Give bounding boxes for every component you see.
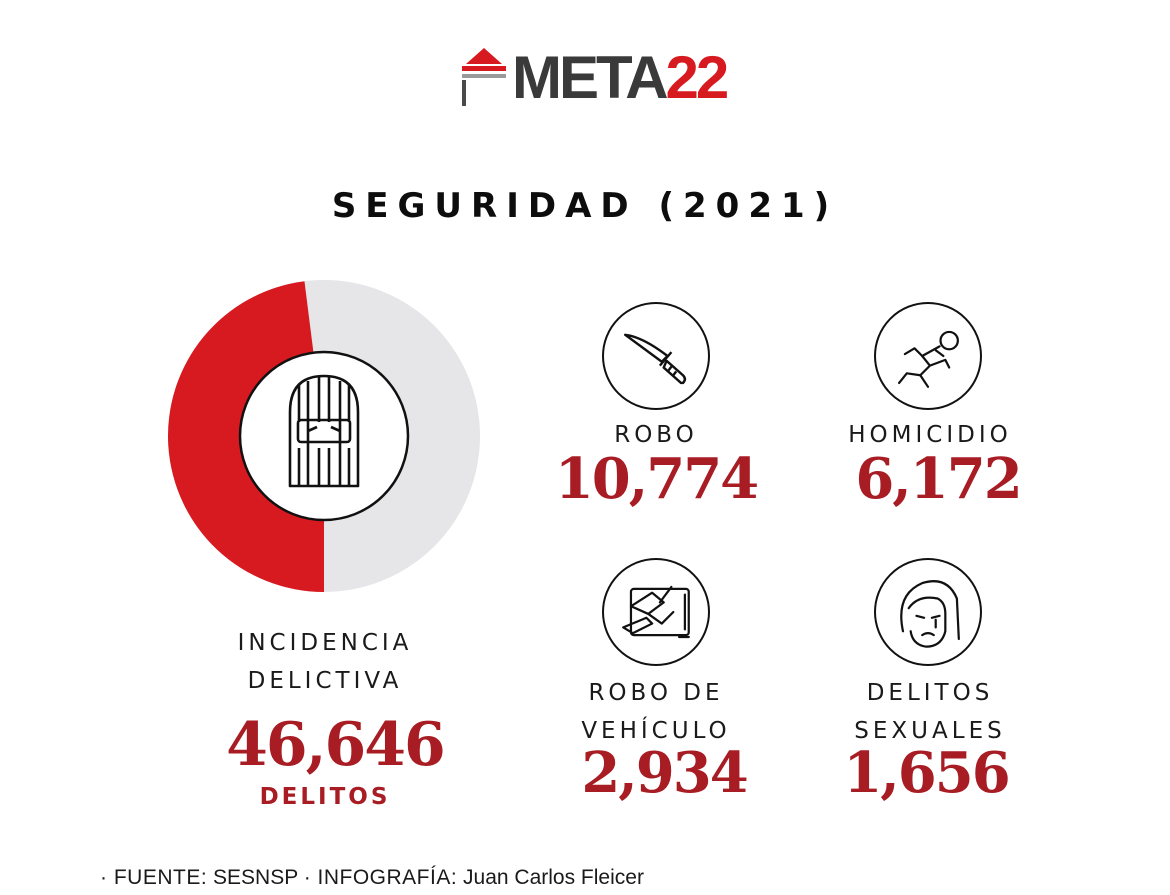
logo-wordmark: META22	[512, 48, 729, 108]
body-outline-icon	[898, 330, 959, 388]
total-unit: DELITOS	[259, 784, 391, 810]
car-theft-icon	[622, 585, 690, 639]
donut-center-circle	[238, 350, 410, 522]
footer-credits: · FUENTE: SESNSP · INFOGRAFÍA: Juan Carl…	[100, 866, 644, 890]
total-value: 46,646	[226, 710, 446, 780]
homicidio-value: 6,172	[855, 446, 1022, 512]
total-label-line2: DELICTIVA	[247, 668, 403, 694]
total-label-line1: INCIDENCIA	[237, 630, 413, 656]
prisoner-behind-bars-icon	[288, 374, 360, 488]
ballot-box-logo-icon	[462, 48, 506, 106]
total-label: INCIDENCIA DELICTIVA	[180, 624, 470, 700]
knife-icon	[623, 333, 687, 385]
delitos-sexuales-label-line2: SEXUALES	[854, 718, 1006, 744]
delitos-sexuales-value: 1,656	[843, 740, 1010, 806]
page-title: SEGURIDAD (2021)	[331, 186, 839, 226]
delitos-sexuales-label: DELITOS SEXUALES	[820, 674, 1040, 750]
meta22-logo: META22	[462, 40, 729, 120]
footer-credit-value: Juan Carlos Fleicer	[463, 866, 644, 889]
robo-icon-circle	[602, 302, 710, 410]
footer-source-value: SESNSP	[213, 866, 298, 889]
robo-vehiculo-value: 2,934	[581, 740, 748, 806]
footer-source-key: · FUENTE:	[100, 866, 208, 889]
footer-credit-key: · INFOGRAFÍA:	[303, 866, 458, 889]
delitos-sexuales-icon-circle	[874, 558, 982, 666]
delitos-sexuales-label-line1: DELITOS	[866, 680, 994, 706]
logo-text-accent: 22	[665, 44, 730, 111]
robo-label-line1: ROBO	[614, 422, 698, 448]
robo-label: ROBO	[560, 416, 752, 454]
robo-vehiculo-label-line1: ROBO DE	[588, 680, 724, 706]
incidence-donut-chart	[168, 280, 480, 592]
homicidio-label: HOMICIDIO	[820, 416, 1040, 454]
robo-value: 10,774	[554, 446, 759, 512]
logo-text-main: META	[512, 44, 669, 111]
robo-vehiculo-icon-circle	[602, 558, 710, 666]
homicidio-label-line1: HOMICIDIO	[848, 422, 1012, 448]
robo-vehiculo-label: ROBO DE VEHÍCULO	[560, 674, 752, 750]
homicidio-icon-circle	[874, 302, 982, 410]
donut-highlight-segment	[168, 281, 324, 592]
robo-vehiculo-label-line2: VEHÍCULO	[581, 718, 731, 744]
crying-face-icon	[900, 580, 960, 648]
